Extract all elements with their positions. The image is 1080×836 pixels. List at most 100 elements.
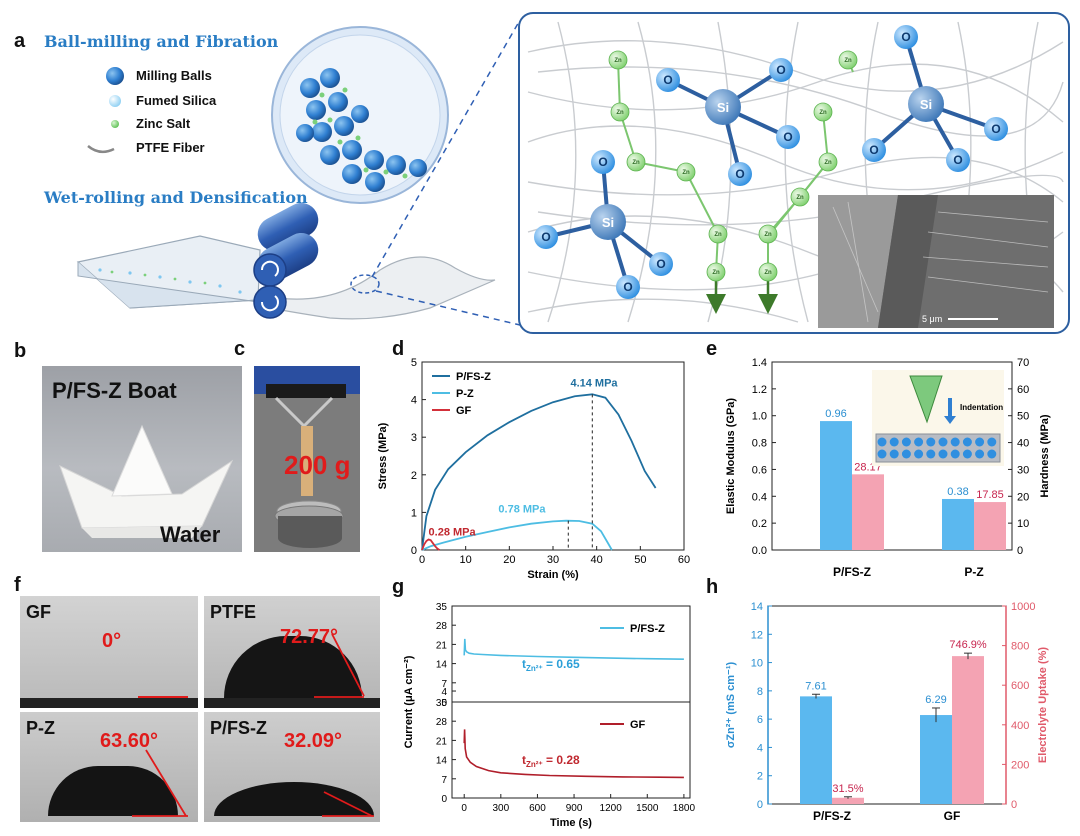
film-particle-icon — [877, 449, 887, 459]
y-tick-label: 35 — [436, 602, 448, 613]
y-tick-label-right: 400 — [1011, 720, 1029, 732]
y-tick-label-left: 8 — [757, 686, 763, 698]
sem-image-inset: 5 μm — [818, 195, 1054, 328]
svg-text:O: O — [776, 63, 785, 77]
y-tick-label: 28 — [436, 621, 448, 632]
bar-value-label: 31.5% — [832, 783, 863, 795]
svg-text:Zn: Zn — [824, 160, 832, 166]
y-tick-label: 28 — [436, 717, 448, 728]
svg-text:O: O — [953, 153, 962, 167]
legend-label: GF — [630, 719, 646, 731]
chart-d-stress-strain: 0 10 20 30 40 50 60 0 1 2 3 4 5 Strain (%) Stress (MPa… — [377, 357, 690, 581]
category-label: P/FS-Z — [813, 809, 851, 823]
y-tick-label-left: 0 — [757, 799, 763, 811]
film-particle-icon — [914, 449, 924, 459]
panel-b-label: b — [14, 340, 27, 362]
panel-a-title-ballmilling: Ball-milling and Fibration — [44, 32, 279, 51]
y-tick-label: 0 — [411, 545, 417, 557]
y-tick-label-left: 4 — [757, 742, 763, 754]
y-tick-label-right: 0 — [1011, 799, 1017, 811]
bar-uptake — [952, 656, 984, 804]
y-tick-label: 7 — [441, 679, 447, 690]
svg-text:Zn: Zn — [714, 232, 722, 238]
svg-text:Zn: Zn — [819, 110, 827, 116]
category-label: GF — [944, 809, 961, 823]
series-line-gf — [421, 538, 441, 551]
film-particle-icon — [987, 449, 997, 459]
annotation-pz: 0.78 MPa — [498, 504, 546, 516]
y-tick-label-right: 40 — [1017, 438, 1029, 450]
y-tick-label: 5 — [411, 357, 417, 369]
y-tick-label-right: 50 — [1017, 411, 1029, 423]
y-tick-label-right: 60 — [1017, 384, 1029, 396]
series-line-pfsz — [463, 638, 684, 660]
bar-value-label: 746.9% — [949, 639, 987, 651]
x-tick-label: 1200 — [600, 803, 623, 814]
panel-d-label: d — [392, 338, 405, 360]
x-tick-label: 900 — [566, 803, 583, 814]
contact-angle-pfsz: P/FS-Z 32.09° — [204, 712, 380, 822]
y-tick-label-right: 600 — [1011, 680, 1029, 692]
svg-text:Zn: Zn — [712, 270, 720, 276]
legend-ptfe-fiber: PTFE Fiber — [136, 140, 205, 155]
x-tick-label: 10 — [460, 554, 472, 566]
milling-jar-icon — [271, 26, 449, 204]
indentation-inset: Indentation — [872, 370, 1004, 466]
y-tick-label-right: 1000 — [1011, 601, 1035, 613]
y-tick-label-right: 30 — [1017, 464, 1029, 476]
y-axis-label: Stress (MPa) — [377, 422, 389, 489]
milling-ball-icon — [106, 67, 124, 85]
indent-arrowhead-icon — [944, 416, 956, 424]
film-particle-icon — [962, 449, 972, 459]
x-tick-label: 600 — [529, 803, 546, 814]
weight-caption: 200 g — [284, 450, 351, 480]
bar-hardness — [852, 474, 884, 550]
y-tick-label-left: 0.4 — [752, 491, 767, 503]
panel-a-label: a — [14, 30, 26, 52]
bar-value-label: 0.38 — [947, 486, 968, 498]
series-line-gf — [463, 729, 684, 779]
y-tick-label: 0 — [441, 698, 447, 709]
y-axis-label-left: σZn²⁺ (mS cm⁻¹) — [725, 661, 737, 748]
y-tick-label: 35 — [436, 698, 448, 709]
svg-text:Zn: Zn — [764, 270, 772, 276]
panel-f-label: f — [14, 574, 21, 596]
y-tick-label-left: 1.4 — [752, 357, 767, 369]
svg-text:O: O — [735, 167, 744, 181]
subplot-frame-1 — [451, 701, 691, 799]
film-particle-icon — [975, 449, 985, 459]
legend-label: P/FS-Z — [630, 623, 665, 635]
legend-label: GF — [456, 405, 472, 417]
indenter-tip-icon — [909, 375, 943, 424]
x-tick-label: 50 — [634, 554, 646, 566]
y-tick-label: 2 — [411, 470, 417, 482]
y-tick-label: 14 — [436, 660, 448, 671]
bar-conductivity — [800, 696, 832, 804]
x-tick-label: 20 — [503, 554, 515, 566]
y-axis-label: Current (μA cm⁻²) — [403, 655, 415, 748]
x-tick-label: 40 — [591, 554, 603, 566]
svg-text:Si: Si — [602, 215, 614, 230]
y-axis-label-left: Elastic Modulus (GPa) — [725, 398, 737, 514]
y-tick-label-left: 0.6 — [752, 464, 767, 476]
svg-text:5 μm: 5 μm — [922, 314, 942, 324]
bar-value-label: 17.85 — [976, 489, 1004, 501]
y-tick-label: 1 — [411, 507, 417, 519]
y-tick-label: 7 — [441, 775, 447, 786]
bar-hardness — [974, 502, 1006, 550]
legend-fumed-silica: Fumed Silica — [136, 93, 217, 108]
y-tick-label-left: 2 — [757, 771, 763, 783]
category-label: P-Z — [964, 565, 983, 579]
x-tick-label: 1800 — [673, 803, 696, 814]
x-tick-label: 30 — [547, 554, 559, 566]
y-axis-label-right: Electrolyte Uptake (%) — [1037, 647, 1049, 763]
zinc-salt-icon — [111, 120, 119, 128]
bar-value-label: 6.29 — [925, 694, 946, 706]
x-axis-label: Time (s) — [550, 817, 592, 829]
y-tick-label-right: 70 — [1017, 357, 1029, 369]
chart-e-modulus-hardness: 0.0 0.2 0.4 0.6 0.8 1.0 1.2 1.4 0 10 20 30 40 50 60 70 E… — [725, 357, 1051, 579]
ptfe-fiber-icon — [87, 145, 115, 154]
bar-value-label: 0.96 — [825, 408, 846, 420]
x-tick-label: 0 — [419, 554, 425, 566]
